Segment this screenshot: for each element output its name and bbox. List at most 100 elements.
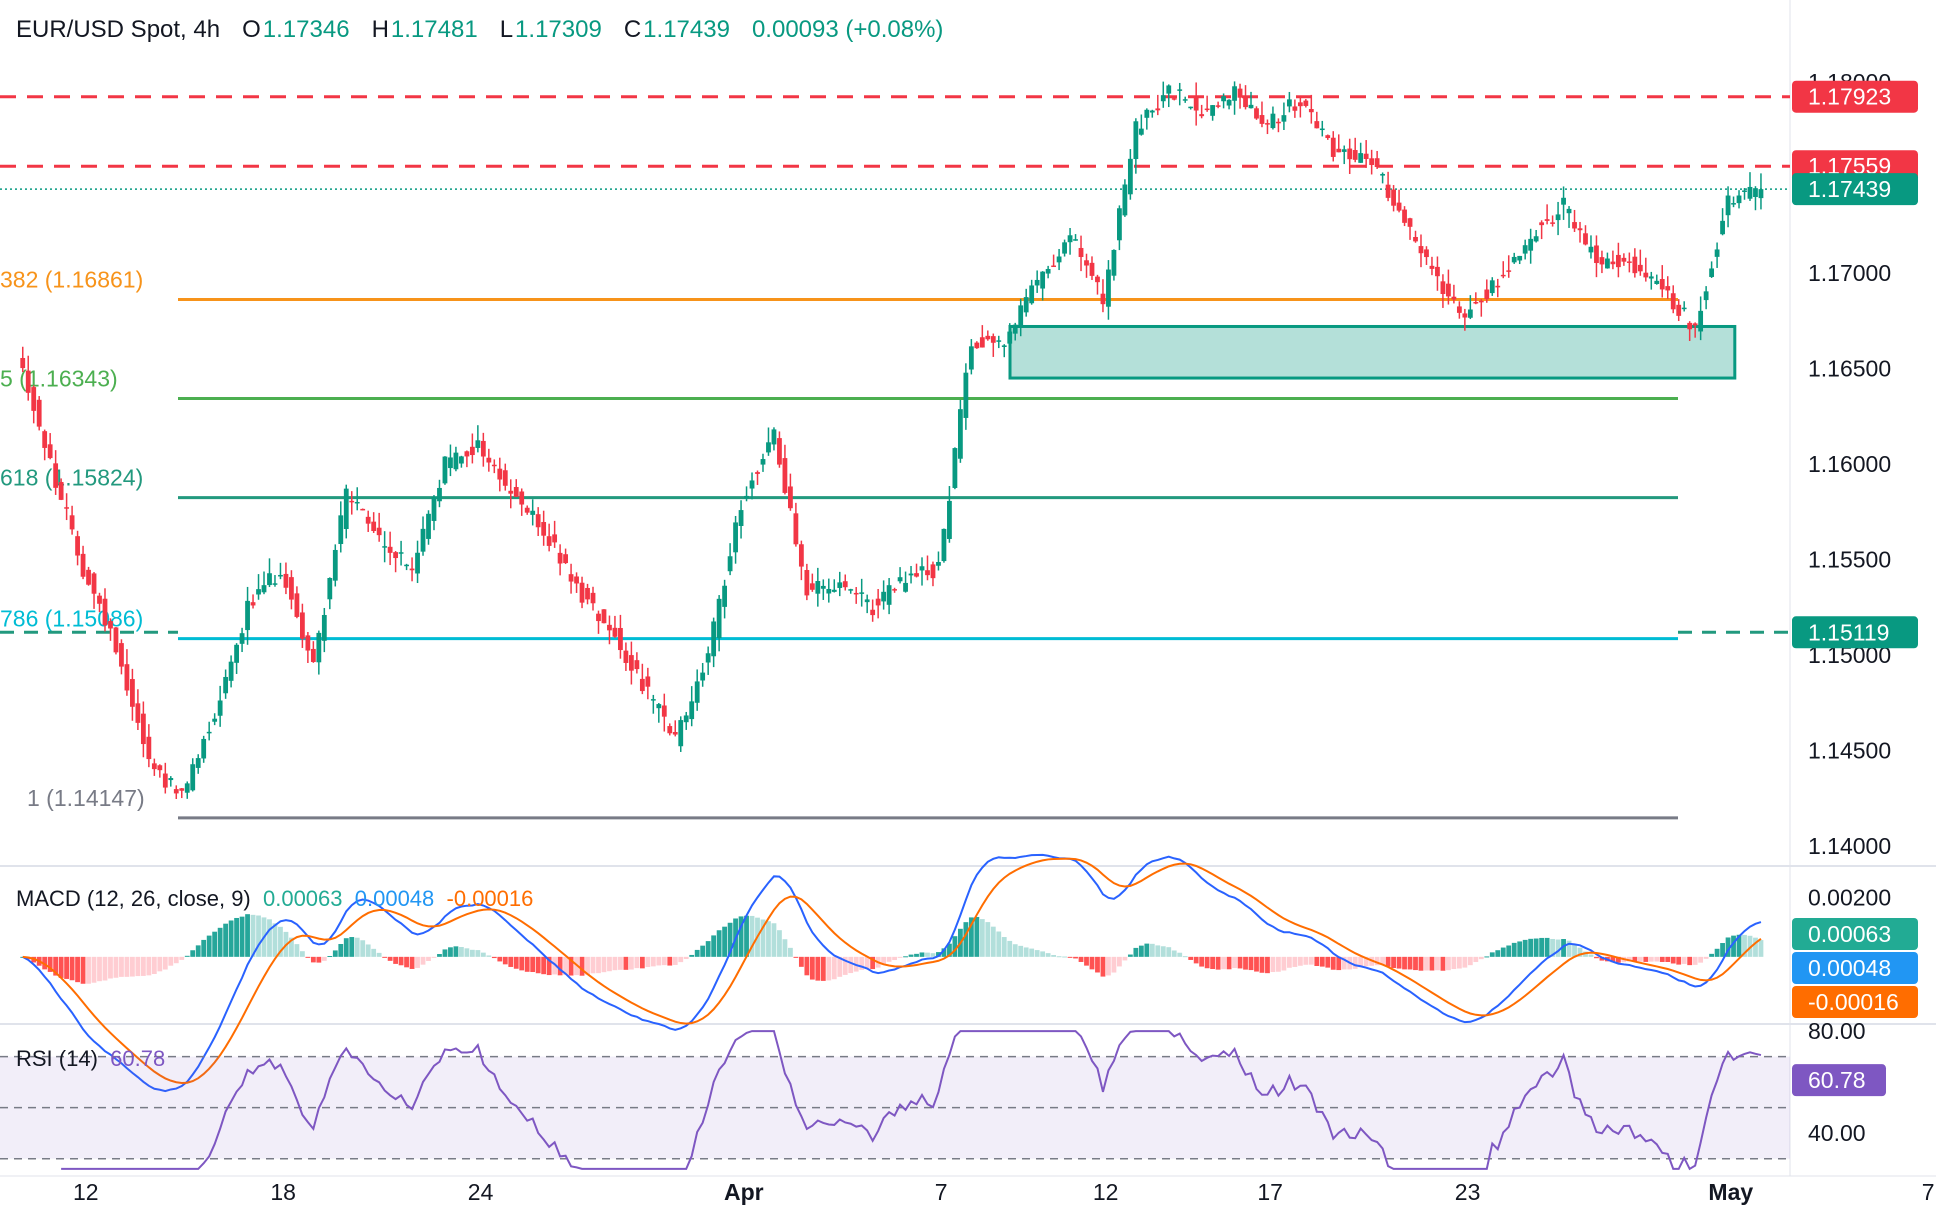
macd-hist-bar	[212, 931, 218, 957]
candle-body	[420, 528, 426, 552]
candle-body	[1396, 202, 1402, 211]
candle-body	[316, 632, 322, 663]
macd-hist-bar	[535, 956, 541, 974]
macd-signal-line	[22, 857, 1762, 1084]
candle-body	[1687, 322, 1693, 330]
candle-body	[947, 500, 952, 539]
macd-hist-bar	[667, 956, 673, 966]
macd-hist-bar	[113, 956, 119, 978]
macd-hist-bar	[245, 914, 250, 957]
candle-body	[1369, 158, 1375, 165]
high-value: 1.17481	[390, 16, 478, 43]
candle-body	[42, 431, 48, 448]
macd-hist-bar	[1692, 956, 1698, 965]
macd-hist-bar	[1045, 953, 1051, 957]
candle-body	[579, 582, 585, 603]
macd-hist-bar	[881, 956, 887, 965]
candle-body	[1276, 121, 1281, 124]
macd-hist-bar	[1276, 956, 1281, 972]
candle-body	[47, 444, 53, 459]
macd-hist-bar	[1539, 937, 1545, 957]
candle-body	[853, 592, 859, 595]
candle-body	[250, 602, 256, 606]
macd-hist-bar	[157, 956, 163, 972]
candle-body	[179, 788, 185, 791]
candle-body	[1489, 280, 1495, 294]
candles-group	[20, 81, 1764, 800]
macd-hist-bar	[1714, 948, 1720, 957]
macd-hist-bar	[1243, 956, 1248, 970]
candle-body	[672, 731, 678, 735]
macd-hist-bar	[1265, 956, 1270, 974]
price-badge	[1792, 173, 1918, 206]
candle-body	[223, 676, 229, 694]
macd-hist-bar	[267, 919, 272, 957]
macd-hist-bar	[777, 930, 782, 957]
candle-body	[689, 701, 695, 720]
candle-body	[875, 598, 881, 606]
macd-hist-bar	[1270, 956, 1276, 973]
macd-hist-bar	[804, 956, 810, 976]
candle-body	[1528, 238, 1534, 251]
candle-body	[1478, 300, 1484, 303]
macd-hist-bar	[628, 956, 634, 970]
candle-body	[1407, 218, 1413, 227]
candle-body	[409, 568, 415, 571]
macd-hist-bar	[1029, 948, 1035, 957]
macd-hist-bar	[1637, 956, 1643, 962]
macd-hist-bar	[705, 941, 711, 957]
price-tick-label: 1.17000	[1808, 260, 1891, 286]
candle-body	[157, 765, 163, 771]
macd-hist-bar	[1550, 938, 1555, 957]
candle-body	[645, 676, 651, 687]
macd-hist-bar	[250, 914, 256, 957]
macd-hist-bar	[1720, 943, 1725, 957]
candle-body	[1725, 195, 1731, 216]
x-tick-label: 12	[73, 1179, 99, 1205]
macd-hist-bar	[639, 956, 645, 969]
candle-body	[283, 573, 289, 588]
open-value: 1.17346	[262, 16, 350, 43]
candle-body	[1084, 260, 1089, 266]
candle-body	[639, 678, 645, 692]
candle-body	[64, 507, 70, 509]
macd-hist-bar	[886, 956, 892, 962]
macd-tick-label: 0.00200	[1808, 885, 1891, 911]
macd-hist-bar	[568, 956, 574, 976]
candle-body	[941, 528, 947, 562]
macd-hist-bar	[179, 956, 185, 960]
macd-hist-bar	[1687, 956, 1693, 966]
candle-body	[650, 699, 656, 701]
candle-body	[1736, 195, 1742, 204]
macd-hist-bar	[108, 956, 113, 979]
candle-body	[1610, 261, 1616, 265]
macd-hist-bar	[1319, 956, 1325, 967]
candle-body	[102, 598, 108, 626]
macd-hist-bar	[173, 956, 179, 964]
macd-hist-bar	[491, 956, 497, 959]
candle-body	[820, 585, 826, 589]
macd-hist-bar	[354, 937, 360, 957]
candle-body	[1012, 324, 1018, 334]
fib-level-label: 618 (1.15824)	[0, 465, 143, 491]
macd-hist-bar	[930, 953, 936, 957]
candle-body	[722, 585, 728, 607]
candle-body	[1259, 115, 1265, 124]
candle-body	[1566, 208, 1572, 214]
candle-body	[1023, 297, 1029, 313]
macd-hist-bar	[782, 939, 788, 957]
macd-legend: MACD (12, 26, close, 9) 0.00063 0.00048 …	[16, 886, 533, 912]
candle-body	[1385, 184, 1391, 198]
candle-body	[1254, 108, 1259, 119]
candle-body	[239, 633, 245, 644]
candle-body	[612, 627, 618, 637]
x-tick-label: 24	[468, 1179, 494, 1205]
candle-body	[1347, 148, 1353, 160]
macd-hist-bar	[760, 919, 766, 957]
candle-body	[382, 546, 388, 548]
macd-hist-bar	[469, 949, 475, 957]
candle-body	[1462, 313, 1468, 318]
macd-hist-bar	[75, 956, 80, 983]
candle-body	[1232, 86, 1237, 101]
candle-body	[788, 486, 793, 509]
